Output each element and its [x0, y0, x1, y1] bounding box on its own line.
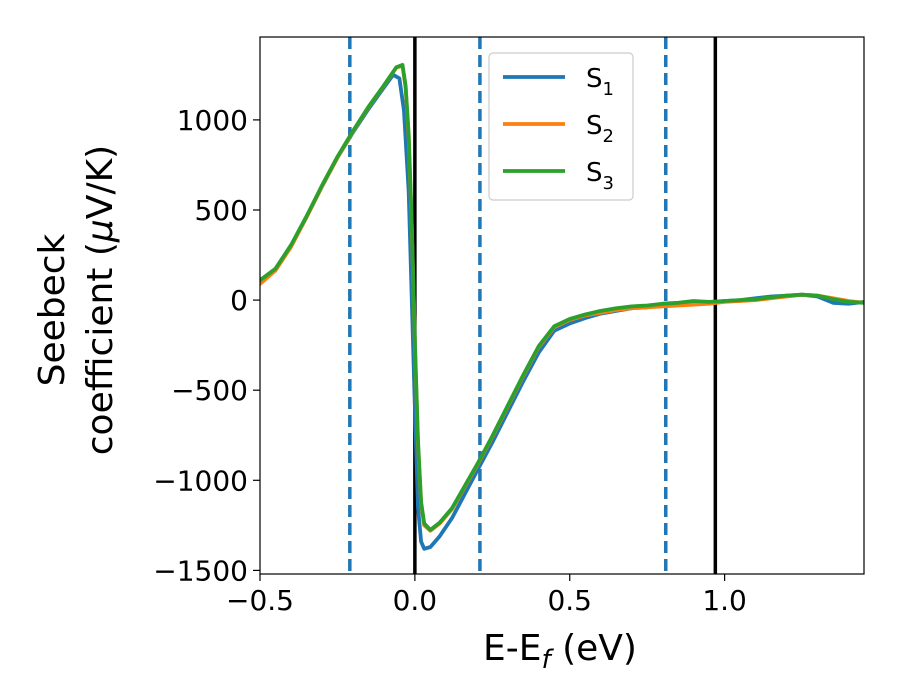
y-tick-label: 0: [230, 284, 248, 317]
y-axis-label-line2: coefficient (μV/K): [80, 145, 121, 455]
x-axis: −0.5 0.0 0.5 1.0: [226, 574, 747, 617]
legend-label-s1: S1: [586, 64, 614, 100]
y-tick-label: 500: [195, 194, 248, 227]
y-tick-label: −1500: [153, 554, 248, 587]
x-tick-label: 0.5: [547, 584, 592, 617]
x-tick-label: 1.0: [702, 584, 747, 617]
x-tick-label: −0.5: [226, 584, 294, 617]
plot-frame: [259, 36, 865, 575]
legend-box: [488, 52, 634, 201]
series-line-s3: [260, 63, 864, 532]
legend: S1 S2 S3: [488, 52, 634, 201]
x-axis-label: E-Ef (eV): [483, 628, 637, 675]
y-tick-label: −1000: [153, 464, 248, 497]
legend-label-s3: S3: [586, 158, 614, 194]
legend-label-s2: S2: [586, 111, 614, 147]
x-tick-label: 0.0: [393, 584, 438, 617]
y-tick-label: −500: [171, 374, 248, 407]
y-axis-label-line1: Seebeck: [32, 233, 73, 386]
y-tick-label: 1000: [177, 104, 248, 137]
series-lines: [260, 63, 864, 551]
y-axis: −1500 −1000 −500 0 500 1000: [153, 104, 260, 587]
